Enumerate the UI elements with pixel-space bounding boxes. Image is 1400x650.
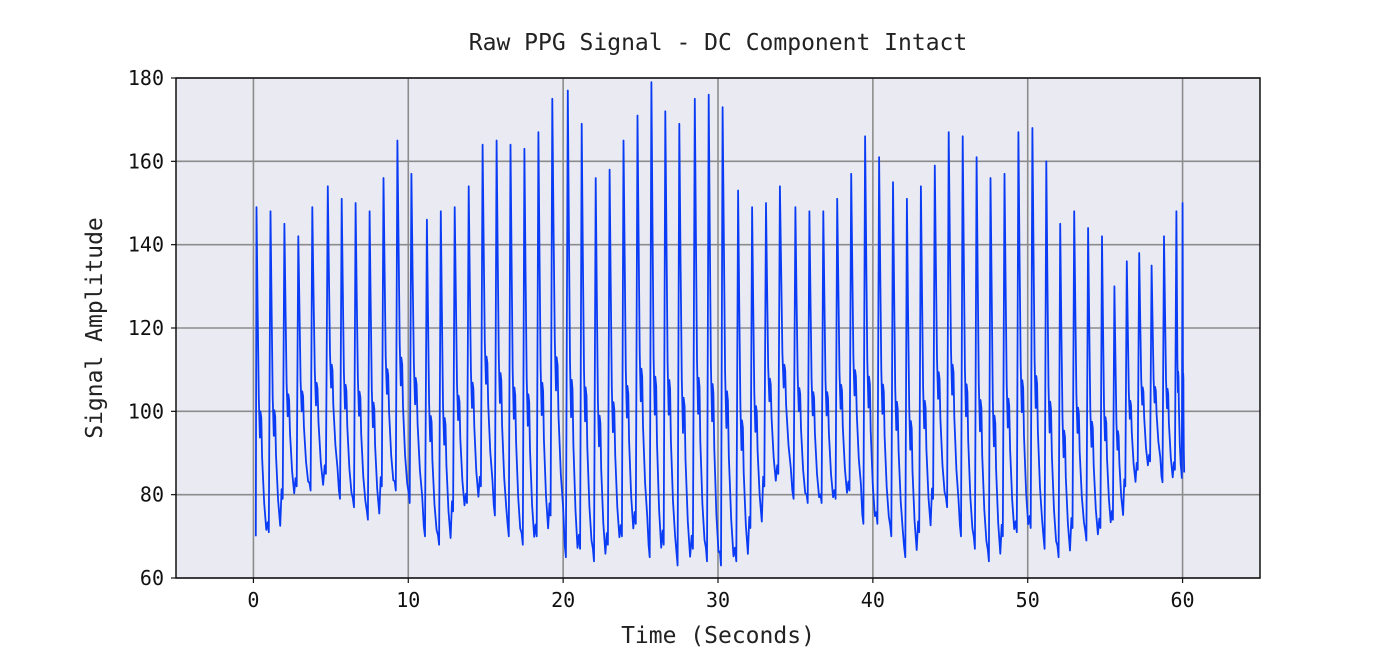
y-axis-title: Signal Amplitude (82, 217, 108, 439)
y-tick-label: 60 (140, 566, 164, 590)
y-tick-label: 120 (128, 316, 164, 340)
x-tick-label: 20 (551, 588, 575, 612)
x-tick-label: 0 (247, 588, 259, 612)
y-tick-label: 80 (140, 483, 164, 507)
chart-title: Raw PPG Signal - DC Component Intact (469, 30, 968, 56)
y-tick-label: 160 (128, 149, 164, 173)
x-axis-title: Time (Seconds) (621, 623, 815, 649)
x-tick-label: 60 (1171, 588, 1195, 612)
ppg-signal-line (254, 81, 1186, 567)
y-tick-label: 140 (128, 233, 164, 257)
x-tick-label: 50 (1016, 588, 1040, 612)
x-tick-label: 30 (706, 588, 730, 612)
y-tick-label: 100 (128, 399, 164, 423)
y-tick-label: 180 (128, 66, 164, 90)
x-tick-label: 40 (861, 588, 885, 612)
x-tick-label: 10 (396, 588, 420, 612)
